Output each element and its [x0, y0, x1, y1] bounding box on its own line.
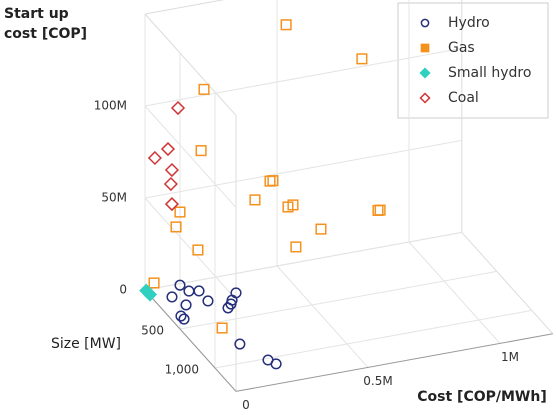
- point: [270, 358, 282, 370]
- z-tick-label: 100M: [94, 99, 127, 113]
- grid-line: [144, 105, 237, 208]
- point: [180, 299, 192, 311]
- point: [230, 287, 242, 299]
- point: [216, 322, 228, 334]
- point: [147, 150, 162, 166]
- box-edge: [144, 0, 225, 15]
- y-tick-label: 500: [141, 324, 164, 338]
- point: [193, 285, 205, 297]
- box-edge: [144, 13, 237, 116]
- point: [174, 279, 186, 291]
- point: [315, 223, 327, 235]
- grid-line: [276, 265, 369, 368]
- point: [356, 53, 368, 65]
- grid-line: [179, 270, 497, 330]
- box-edge: [461, 232, 554, 335]
- point: [372, 204, 384, 217]
- point: [174, 206, 186, 218]
- point: [164, 197, 179, 212]
- x-axis-title: Cost [COP/MWh]: [417, 389, 546, 405]
- legend-marker: [419, 67, 431, 79]
- legend-marker: [420, 18, 430, 28]
- point: [290, 241, 302, 253]
- z-axis-title: Start up cost [COP]: [4, 6, 88, 42]
- point: [267, 175, 279, 187]
- x-axis-line: [235, 333, 553, 392]
- point: [198, 83, 210, 95]
- point: [225, 298, 237, 310]
- grid-line: [144, 231, 462, 291]
- x-tick-label: 0.5M: [363, 374, 392, 388]
- z-tick-label: 0: [119, 283, 127, 297]
- point: [280, 19, 292, 31]
- y-axis-title: Size [MW]: [51, 336, 121, 352]
- point: [202, 295, 214, 307]
- z-tick-label: 50M: [101, 191, 127, 205]
- point: [282, 201, 294, 213]
- point: [249, 194, 261, 206]
- legend-marker: [420, 43, 430, 53]
- point: [142, 287, 158, 302]
- point: [178, 313, 190, 325]
- point: [163, 176, 178, 192]
- x-tick-label: 0: [242, 398, 250, 412]
- point: [160, 141, 176, 157]
- grid-line: [144, 139, 462, 199]
- x-tick-label: 1M: [501, 350, 519, 364]
- y-axis-line: [144, 289, 237, 392]
- grid-line: [408, 241, 501, 344]
- point: [164, 162, 179, 178]
- point: [148, 277, 160, 289]
- point: [192, 244, 204, 256]
- legend-box: [397, 2, 549, 119]
- point: [234, 338, 246, 350]
- y-tick-label: 1,000: [165, 363, 199, 377]
- legend-label: Small hydro: [448, 65, 531, 81]
- legend-label: Gas: [448, 40, 475, 56]
- grid-line: [144, 47, 462, 107]
- grid-line: [144, 197, 237, 300]
- legend-label: Coal: [448, 90, 479, 106]
- grid-line: [214, 309, 532, 369]
- point: [175, 310, 187, 322]
- legend-label: Hydro: [448, 15, 490, 31]
- point: [170, 100, 186, 116]
- point: [166, 291, 178, 303]
- legend-marker: [419, 92, 431, 104]
- point: [170, 221, 182, 233]
- point: [195, 145, 207, 157]
- point: [183, 285, 195, 297]
- point: [264, 175, 276, 187]
